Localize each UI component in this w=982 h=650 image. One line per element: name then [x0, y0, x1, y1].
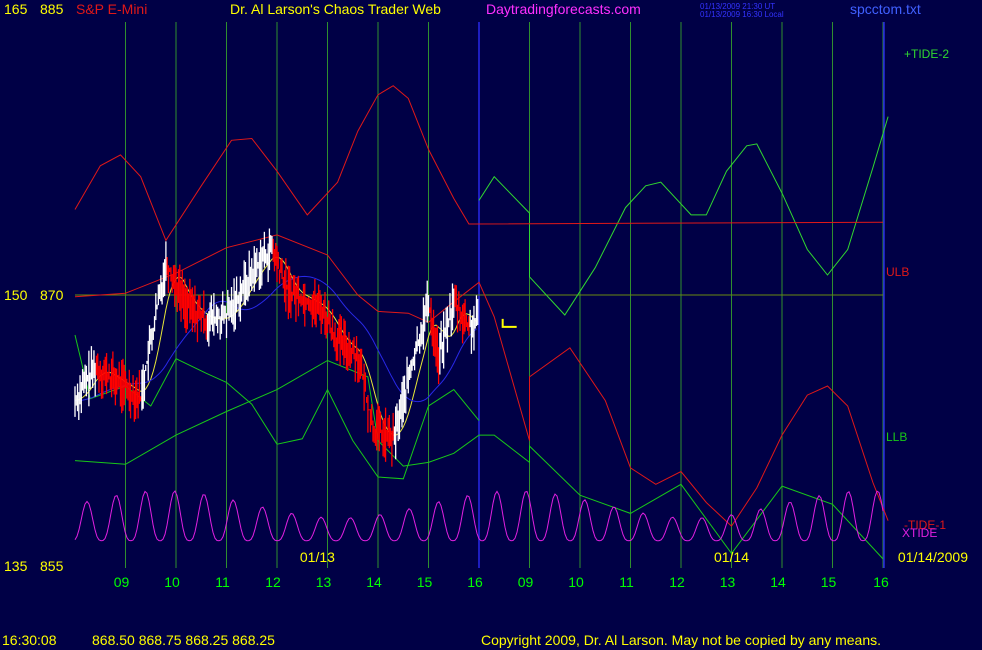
y-tick-left: 150: [4, 287, 28, 303]
price-bars: [74, 228, 517, 467]
label-tide-1: -TIDE-1: [904, 518, 946, 532]
x-tick-hour: 13: [720, 574, 736, 590]
label-xtide: XTIDE: [902, 526, 937, 540]
x-tick-hour: 11: [619, 574, 634, 590]
x-tick-hour: 15: [417, 574, 433, 590]
series-line-xtide: [74, 490, 884, 542]
x-tick-hour: 15: [821, 574, 837, 590]
footer-time: 16:30:08: [2, 632, 57, 648]
x-tick-hour: 16: [873, 574, 889, 590]
grid-lines: [75, 22, 885, 568]
x-tick-hour: 14: [366, 574, 382, 590]
x-tick-hour: 16: [467, 574, 483, 590]
x-date-label: 01/14: [714, 549, 749, 565]
copyright-notice: Copyright 2009, Dr. Al Larson. May not b…: [481, 632, 882, 648]
label-tide-2: +TIDE-2: [904, 47, 949, 61]
label-llb: LLB: [886, 430, 907, 444]
footer-quote: 868.50 868.75 868.25 868.25: [92, 632, 275, 648]
x-tick-hour: 09: [114, 574, 130, 590]
series-line-ulb: [74, 85, 884, 242]
timestamp-local: 01/13/2009 16:30 Local: [700, 10, 784, 19]
site-link[interactable]: Daytradingforecasts.com: [486, 1, 641, 17]
x-tick-hour: 11: [215, 574, 230, 590]
symbol-title: S&P E-Mini: [76, 1, 148, 17]
series-line-llb: [74, 359, 884, 560]
y-tick-right: 870: [40, 287, 64, 303]
x-tick-hour: 09: [518, 574, 534, 590]
label-ulb: ULB: [886, 265, 909, 279]
y-tick-right: 855: [40, 558, 64, 574]
x-tick-hour: 10: [568, 574, 584, 590]
last-price-marker: [501, 318, 517, 328]
series-line-ulb2: [74, 234, 889, 527]
price-scale-top-left: 165: [4, 1, 28, 17]
axis-labels: 150 870 135 855 09 10 11 12 13 14 15 16 01/13 09 10 11 1…: [4, 47, 968, 590]
x-tick-hour: 10: [164, 574, 180, 590]
x-end-date-label: 01/14/2009: [898, 549, 968, 565]
series-line--tide-2: [478, 116, 889, 316]
timestamp-ut: 01/13/2009 21:30 UT: [700, 2, 776, 11]
x-tick-hour: 12: [265, 574, 281, 590]
x-tick-hour: 13: [316, 574, 332, 590]
y-tick-left: 135: [4, 558, 28, 574]
x-tick-hour: 14: [770, 574, 786, 590]
price-scale-top-right: 885: [40, 1, 64, 17]
chart-title: Dr. Al Larson's Chaos Trader Web: [230, 1, 441, 17]
x-tick-hour: 12: [669, 574, 685, 590]
data-file-name: spcctom.txt: [850, 1, 921, 17]
x-date-label: 01/13: [300, 549, 335, 565]
